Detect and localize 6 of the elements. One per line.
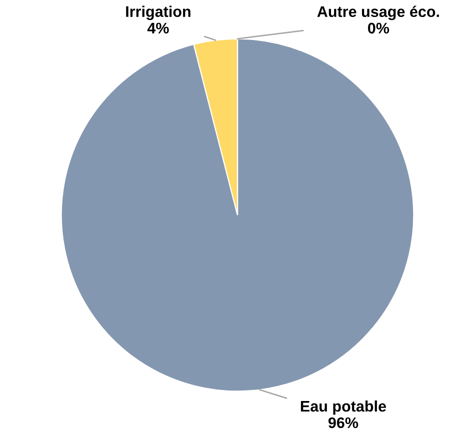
data-label: 96% bbox=[328, 417, 358, 428]
data-label: 4% bbox=[147, 22, 169, 34]
text: 0% bbox=[368, 22, 390, 34]
category-label: Autre usage éco. bbox=[317, 6, 439, 20]
slice-label: Irrigation bbox=[126, 6, 190, 20]
slice-label: Eau potable bbox=[300, 400, 386, 415]
